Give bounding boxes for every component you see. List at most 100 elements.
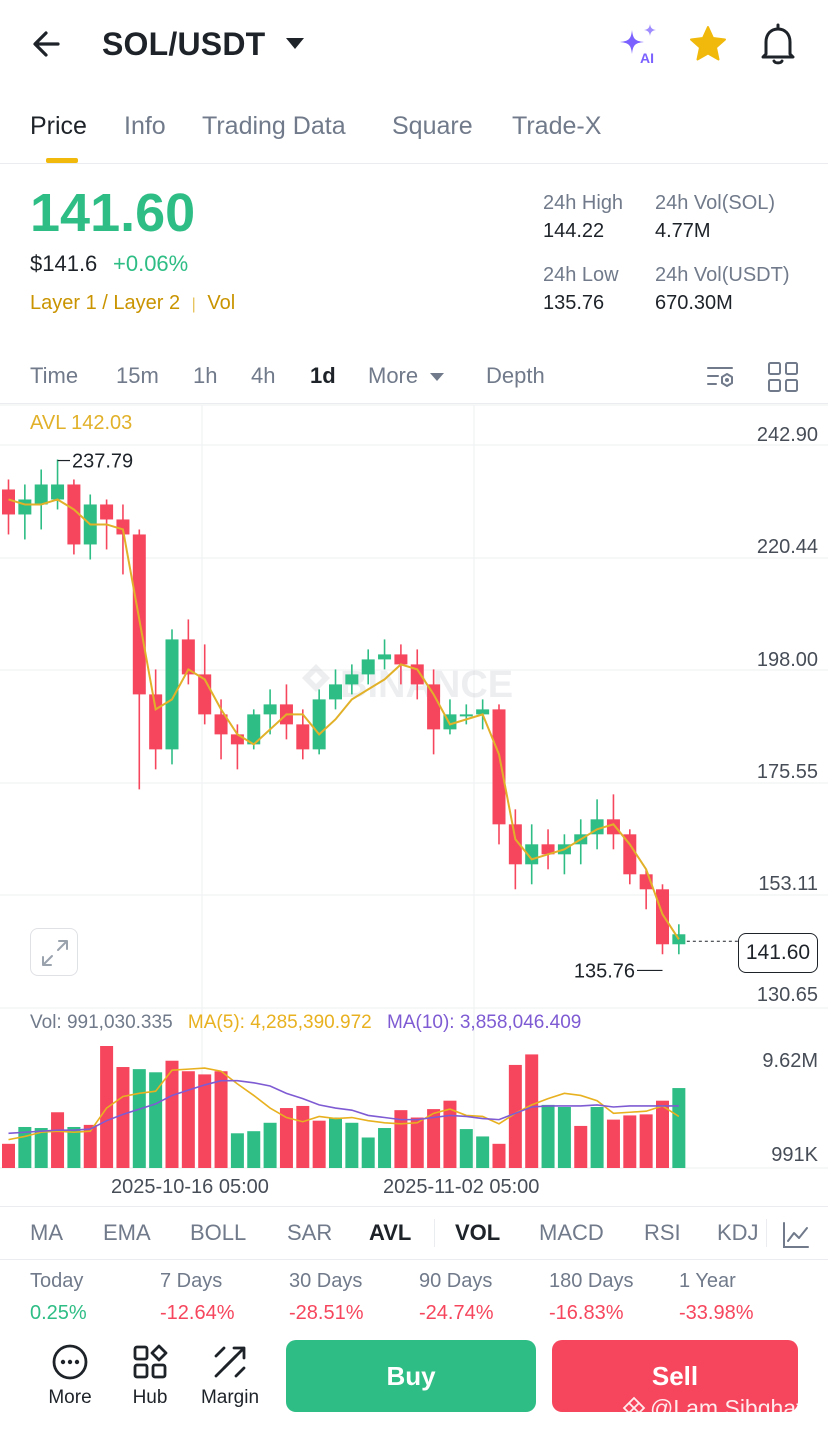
candle-body — [427, 684, 441, 730]
header: SOL/USDT AI — [0, 0, 828, 90]
volume-legend-ma10: MA(10): 3,858,046.409 — [387, 1012, 582, 1033]
interval-4h[interactable]: 4h — [251, 363, 276, 388]
tab-trade-x[interactable]: Trade-X — [512, 112, 602, 140]
tag-separator: | — [191, 296, 196, 313]
price-change-percent: +0.06% — [113, 251, 189, 276]
indicator-settings-icon[interactable] — [780, 1219, 812, 1251]
expand-chart-button[interactable] — [30, 928, 78, 976]
candle-body — [149, 694, 163, 750]
24h-vol-base-label: 24h Vol(SOL) — [655, 192, 776, 214]
volume-bar — [525, 1054, 539, 1168]
indicator-kdj[interactable]: KDJ — [717, 1220, 759, 1245]
tab-trading-data[interactable]: Trading Data — [202, 112, 346, 140]
indicator-rsi[interactable]: RSI — [644, 1220, 681, 1245]
chart-markers: 237.79 135.76 — [57, 451, 738, 982]
interval-15m[interactable]: 15m — [116, 363, 159, 388]
volume-bar — [279, 1108, 293, 1168]
volume-bar — [34, 1128, 48, 1168]
perf-value-30d: -28.51% — [289, 1302, 364, 1324]
volume-bar — [476, 1136, 490, 1168]
buy-button[interactable]: Buy — [286, 1340, 536, 1412]
candle-body — [51, 484, 65, 500]
candle-body — [67, 484, 81, 545]
back-arrow-icon[interactable] — [28, 24, 72, 64]
volume-bar — [590, 1107, 604, 1168]
interval-1d[interactable]: 1d — [310, 363, 336, 388]
sell-button[interactable]: Sell — [552, 1340, 798, 1412]
vol-tag[interactable]: Vol — [207, 292, 236, 314]
candlestick-series — [2, 459, 686, 955]
ai-sparkle-icon[interactable]: AI — [614, 22, 664, 66]
volume-bar — [329, 1117, 342, 1168]
volume-bar — [230, 1133, 244, 1168]
volume-bar — [672, 1088, 686, 1168]
candle-body — [2, 489, 15, 515]
avl-line — [8, 498, 680, 940]
pair-dropdown-caret-icon[interactable] — [286, 38, 304, 49]
y-tick-label: 198.00 — [756, 649, 818, 671]
bell-icon[interactable] — [758, 22, 798, 66]
usd-price: $141.6 — [30, 251, 98, 276]
volume-bar — [67, 1126, 81, 1168]
perf-label-90d: 90 Days — [419, 1270, 493, 1292]
pair-title[interactable]: SOL/USDT — [102, 26, 266, 62]
category-tag[interactable]: Layer 1 / Layer 2 — [30, 292, 181, 314]
volume-bar — [378, 1128, 392, 1168]
perf-value-180d: -16.83% — [549, 1302, 624, 1324]
svg-text:AI: AI — [640, 50, 654, 66]
24h-low-value: 135.76 — [543, 292, 605, 314]
more-nav-button[interactable]: More — [30, 1342, 110, 1412]
volume-bar — [410, 1117, 424, 1168]
candle-body — [361, 659, 375, 675]
more-caret-icon[interactable] — [430, 373, 444, 381]
interval-more[interactable]: More — [368, 363, 419, 388]
indicator-avl[interactable]: AVL — [369, 1220, 412, 1245]
volume-bar — [214, 1071, 228, 1168]
indicator-macd[interactable]: MACD — [539, 1220, 604, 1245]
candle-body — [606, 819, 620, 835]
user-watermark-text: @Lam Sibghat — [650, 1395, 803, 1421]
candle-body — [345, 674, 359, 685]
perf-label-180d: 180 Days — [549, 1270, 634, 1292]
volume-bar — [492, 1143, 506, 1168]
interval-depth[interactable]: Depth — [486, 363, 545, 388]
volume-bar — [394, 1110, 408, 1168]
volume-bar — [508, 1064, 522, 1168]
perf-value-today: 0.25% — [30, 1302, 87, 1324]
candle-body — [247, 714, 261, 745]
tab-info[interactable]: Info — [124, 112, 166, 140]
indicator-ma[interactable]: MA — [30, 1220, 63, 1245]
indicator-bar: MA EMA BOLL SAR AVL VOL MACD RSI KDJ — [0, 1206, 828, 1260]
volume-bar — [623, 1115, 637, 1168]
y-tick-label: 220.44 — [756, 536, 818, 558]
volume-bar — [361, 1137, 375, 1168]
avl-line-series — [8, 498, 680, 940]
volume-bar — [656, 1100, 669, 1168]
candle-body — [100, 504, 114, 520]
expand-icon — [42, 940, 68, 966]
indicator-ema[interactable]: EMA — [103, 1220, 151, 1245]
margin-nav-button[interactable]: Margin — [190, 1342, 270, 1412]
volume-ma-series — [8, 1067, 680, 1141]
volume-bar — [181, 1071, 195, 1168]
layout-grid-icon[interactable] — [766, 360, 800, 394]
indicator-vol[interactable]: VOL — [455, 1220, 501, 1245]
chart-settings-icon[interactable] — [704, 360, 738, 394]
interval-time[interactable]: Time — [30, 363, 79, 388]
tab-price[interactable]: Price — [30, 112, 87, 140]
indicator-sar[interactable]: SAR — [287, 1220, 333, 1245]
current-price-tag: 141.60 — [738, 933, 818, 973]
hub-nav-label: Hub — [132, 1387, 168, 1408]
indicator-boll[interactable]: BOLL — [190, 1220, 247, 1245]
candle-body — [263, 704, 277, 715]
perf-value-90d: -24.74% — [419, 1302, 494, 1324]
volume-bar — [263, 1122, 277, 1168]
tab-square[interactable]: Square — [392, 112, 473, 140]
high-marker-label: 237.79 — [72, 451, 133, 473]
favorite-star-icon[interactable] — [688, 24, 728, 64]
perf-value-7d: -12.64% — [160, 1302, 235, 1324]
interval-1h[interactable]: 1h — [193, 363, 218, 388]
hub-nav-button[interactable]: Hub — [110, 1342, 190, 1412]
volume-bar — [345, 1122, 359, 1168]
